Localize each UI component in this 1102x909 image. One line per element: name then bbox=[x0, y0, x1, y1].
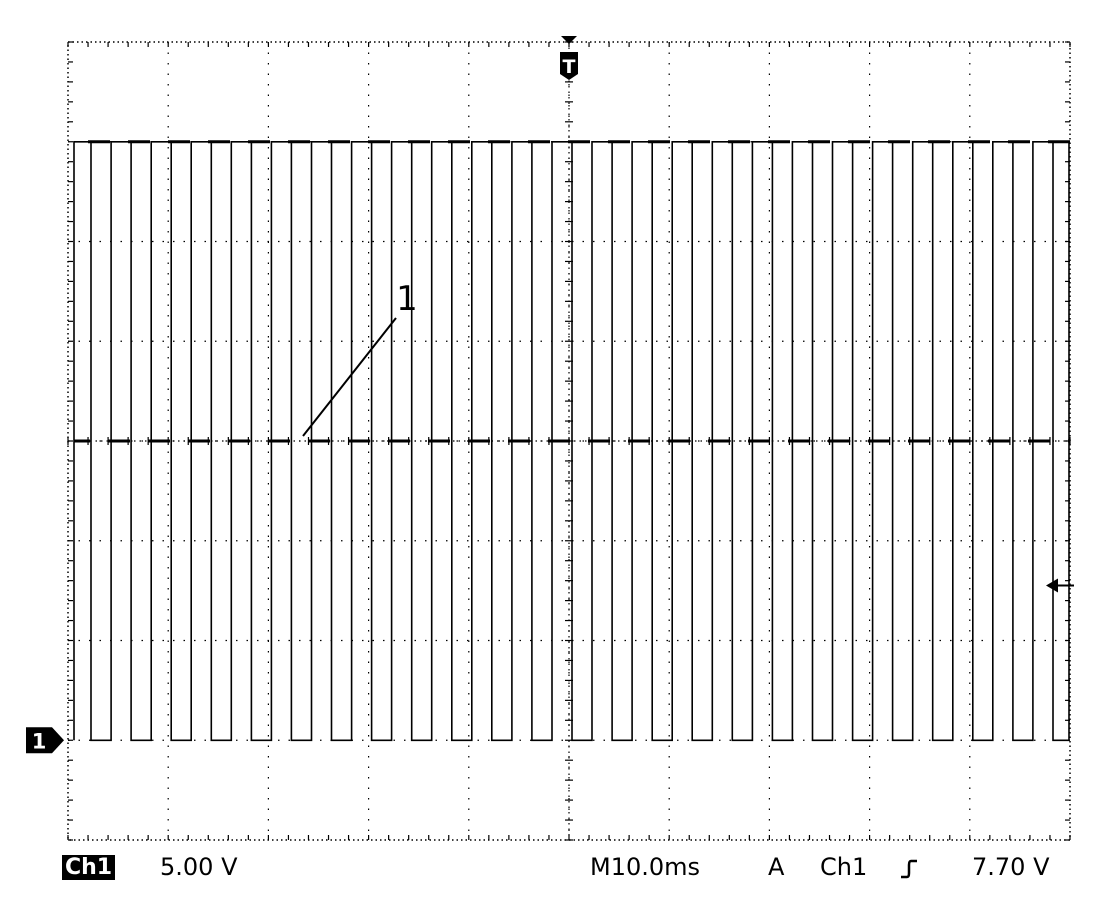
series-ch1-trace bbox=[73, 141, 1070, 742]
channel-1-ground-marker bbox=[26, 727, 64, 754]
timebase-readout: M10.0ms bbox=[590, 853, 701, 881]
trigger-position-arrow bbox=[561, 36, 577, 44]
trigger-marker bbox=[560, 52, 578, 80]
volts-per-div-readout: 5.00 V bbox=[160, 853, 238, 881]
channel-1-marker-label: 1 bbox=[32, 729, 47, 753]
rising-edge-icon bbox=[901, 859, 917, 879]
channel-badge: Ch1 bbox=[62, 855, 116, 880]
markers: T 1 1 bbox=[26, 36, 1074, 754]
waveform bbox=[73, 140, 1070, 742]
trigger-marker-label: T bbox=[563, 56, 576, 78]
trigger-mode-readout: A bbox=[768, 853, 785, 881]
annotation-label: 1 bbox=[396, 279, 418, 319]
annotation-leader-line bbox=[302, 317, 397, 437]
trigger-level-readout: 7.70 V bbox=[972, 853, 1050, 881]
trigger-level-arrow-head bbox=[1046, 578, 1058, 593]
trigger-source-readout: Ch1 bbox=[820, 853, 868, 881]
